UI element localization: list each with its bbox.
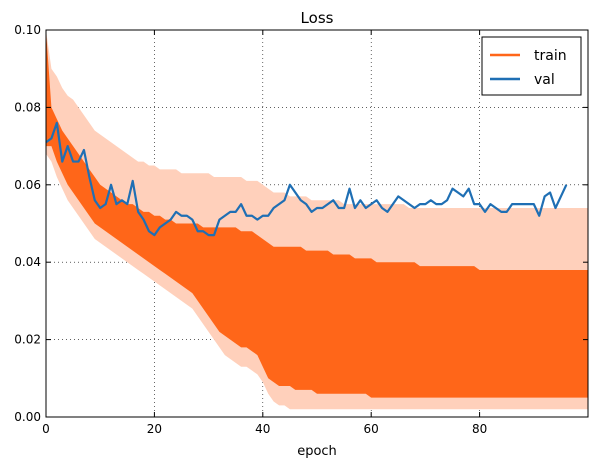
x-tick-label: 0 [42, 422, 50, 436]
x-tick-label: 40 [255, 422, 270, 436]
legend: train val [481, 36, 582, 96]
legend-box [481, 36, 582, 96]
x-tick-label: 60 [364, 422, 379, 436]
grid [46, 30, 588, 417]
x-axis-label: epoch [297, 444, 337, 459]
x-tick-label: 80 [472, 422, 487, 436]
axis-ticks: 0 20 40 60 80 0.00 0.02 0.04 0.06 0.08 0.10 [14, 23, 588, 436]
legend-val-label: val [534, 72, 555, 88]
y-tick-label: 0.08 [14, 100, 41, 114]
y-tick-label: 0.02 [14, 333, 41, 347]
plot-frame [45, 29, 589, 418]
val-series-line [45, 121, 568, 237]
train-series-layer [46, 30, 588, 398]
val-series-layer [45, 121, 568, 237]
x-tick-label: 20 [147, 422, 162, 436]
train-range-area [46, 30, 588, 398]
chart-title: Loss [301, 9, 334, 27]
y-tick-label: 0.04 [14, 255, 41, 269]
y-tick-label: 0.06 [14, 178, 41, 192]
y-tick-label: 0.00 [14, 410, 41, 424]
legend-train-label: train [534, 48, 567, 64]
y-tick-label: 0.10 [14, 23, 41, 37]
